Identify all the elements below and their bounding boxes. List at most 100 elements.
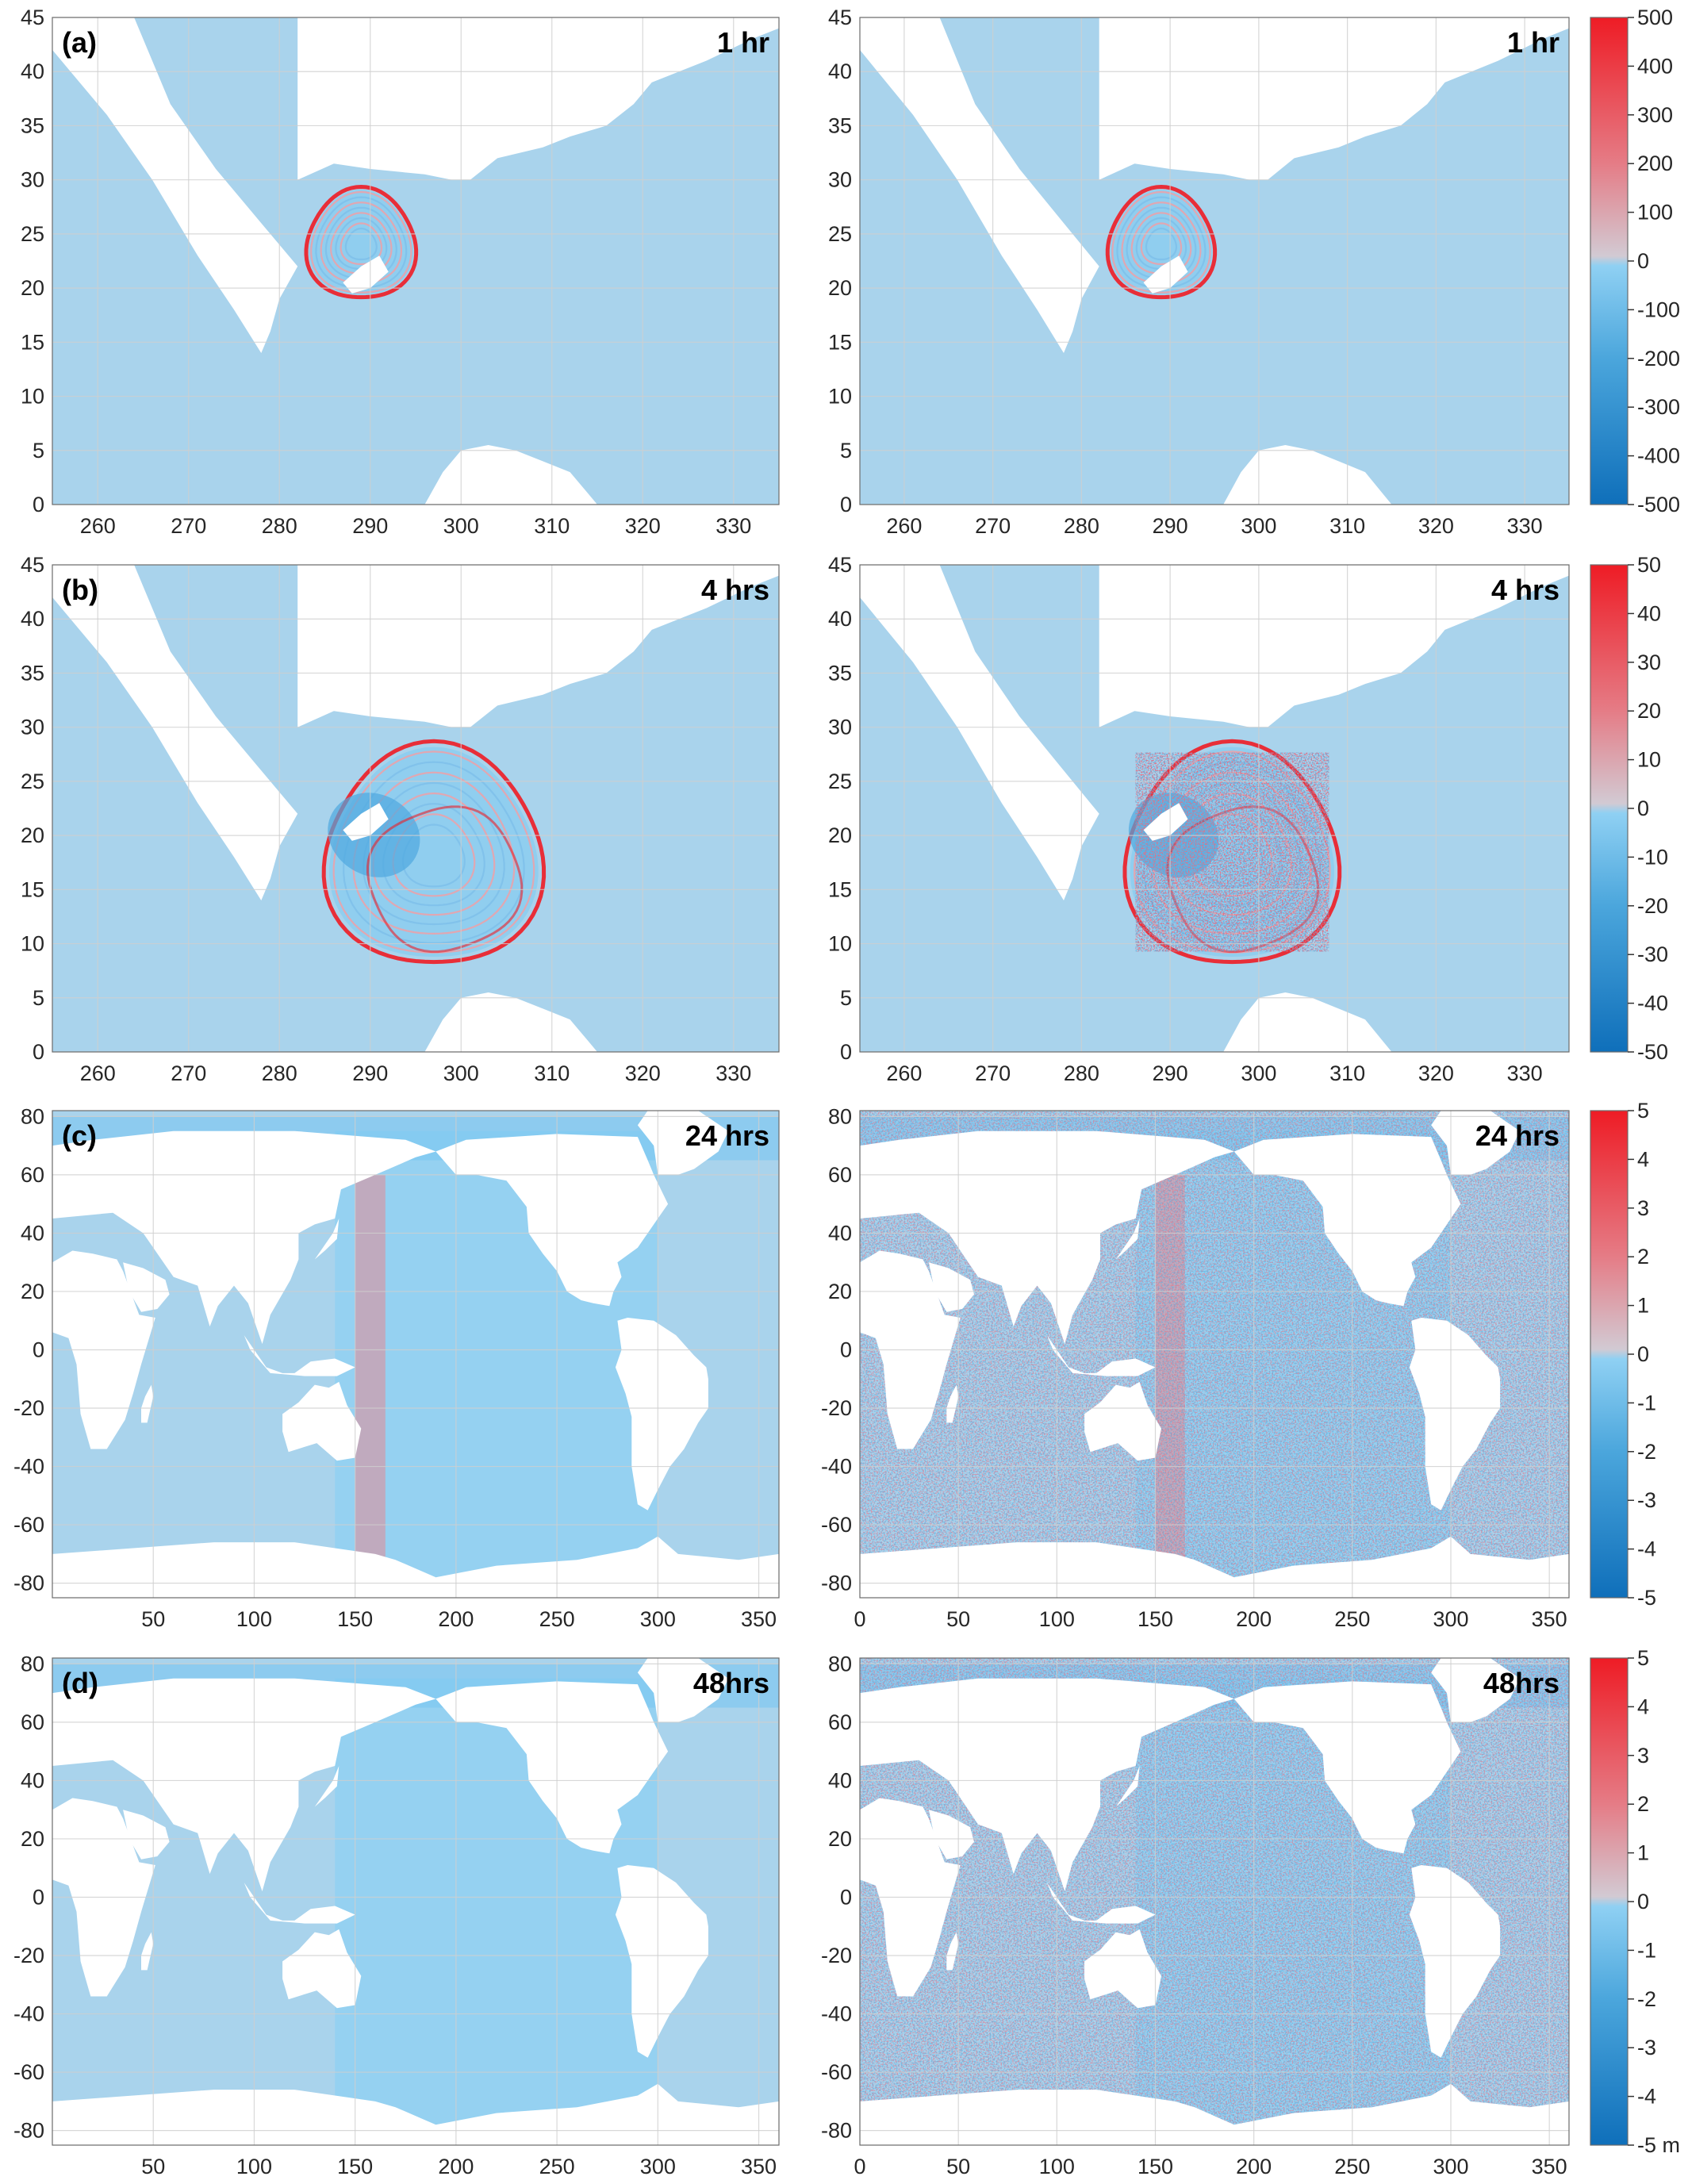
x-tick-label: 100 (236, 2155, 272, 2178)
x-tick-label: 280 (1064, 514, 1099, 538)
y-tick-label: 40 (21, 1221, 44, 1245)
x-tick-label: 270 (171, 1061, 206, 1085)
x-tick-label: 260 (886, 514, 922, 538)
y-tick-label: 25 (828, 770, 852, 793)
colorbar-tick-label: 400 (1637, 54, 1673, 78)
y-tick-label: 5 (840, 439, 852, 463)
y-tick-label: 15 (21, 877, 44, 901)
x-tick-label: 200 (438, 2155, 474, 2178)
y-tick-label: -80 (821, 1572, 852, 1595)
panel-label: (a) (62, 26, 97, 59)
colorbar-tick-label: 10 (1637, 748, 1661, 772)
colorbar-gradient (1590, 1657, 1629, 2146)
panel-1-1: 260 270 280 290 300 310 320 330 0 5 10 15 20 25 30 35 40… (21, 6, 780, 538)
colorbar-tick-label: -5 m (1637, 2133, 1680, 2157)
y-tick-label: 45 (828, 6, 852, 29)
y-tick-label: 80 (828, 1104, 852, 1128)
y-tick-label: 10 (21, 932, 44, 956)
colorbar-tick-label: 0 (1637, 249, 1649, 273)
colorbar-gradient (1590, 1110, 1629, 1599)
x-tick-label: 250 (1334, 1607, 1370, 1631)
x-tick-label: 300 (1433, 2155, 1468, 2178)
colorbar-tick-label: 2 (1637, 1792, 1649, 1816)
colorbar-tick-label: 4 (1637, 1695, 1649, 1718)
y-tick-label: 40 (828, 607, 852, 631)
grid (860, 1658, 1569, 2145)
axes-frame (52, 17, 780, 505)
y-tick-label: 20 (21, 1280, 44, 1303)
panel-3-1: 50 100 150 200 250 300 350 -80 -60 -40 -20 0 20 40 60 8… (13, 1104, 780, 1631)
x-tick-label: 300 (1433, 1607, 1468, 1631)
x-tick-label: 290 (1153, 514, 1188, 538)
y-tick-label: 0 (840, 493, 852, 516)
y-tick-label: 5 (33, 986, 44, 1010)
x-tick-label: 270 (975, 1061, 1011, 1085)
colorbars: 5004003002001000-100-200-300-400-5005040… (1590, 6, 1680, 2157)
x-tick-label: 320 (625, 1061, 661, 1085)
y-tick-label: 0 (33, 1885, 44, 1909)
y-tick-label: -60 (13, 1513, 44, 1537)
panel-4-1: 50 100 150 200 250 300 350 -80 -60 -40 -20 0 20 40 60 8… (13, 1652, 780, 2178)
y-tick-label: 35 (828, 661, 852, 685)
colorbar-tick-label: 500 (1637, 6, 1673, 29)
y-tick-label: 20 (21, 276, 44, 300)
time-label: 24 hrs (685, 1119, 769, 1152)
colorbar-tick-label: -40 (1637, 992, 1668, 1015)
colorbar-1: 500 400 300 200 100 0 -100 -200 -300 -400 -500 (1590, 6, 1680, 516)
grid (52, 1658, 779, 2145)
axes-frame (859, 1110, 1570, 1599)
y-tick-label: 60 (21, 1710, 44, 1734)
x-tick-label: 150 (337, 2155, 373, 2178)
land (52, 1111, 779, 1598)
colorbar-tick-label: 3 (1637, 1196, 1649, 1220)
y-tick-label: 5 (33, 439, 44, 463)
colorbar-tick-label: -400 (1637, 444, 1680, 468)
x-tick-label: 310 (1329, 1061, 1365, 1085)
time-label: 4 hrs (1491, 574, 1559, 606)
colorbar-tick-label: -50 (1637, 1040, 1668, 1064)
colorbar-tick-label: 20 (1637, 699, 1661, 723)
x-tick-label: 330 (1507, 514, 1543, 538)
colorbar-tick-label: 3 (1637, 1744, 1649, 1768)
colorbar-gradient (1590, 17, 1629, 505)
y-tick-label: 15 (828, 877, 852, 901)
time-label: 48hrs (693, 1667, 769, 1699)
x-tick-label: 290 (1153, 1061, 1188, 1085)
x-tick-label: 300 (640, 2155, 676, 2178)
x-tick-label: 0 (854, 2155, 865, 2178)
y-tick-label: 20 (828, 1280, 852, 1303)
colorbar-tick-label: -3 (1637, 2036, 1656, 2059)
y-tick-label: 80 (21, 1652, 44, 1675)
y-tick-label: 40 (21, 607, 44, 631)
x-tick-label: 300 (1241, 514, 1276, 538)
axes-frame (52, 1110, 780, 1599)
y-tick-label: 0 (840, 1338, 852, 1361)
wave-field (321, 739, 547, 965)
y-tick-label: 10 (828, 932, 852, 956)
y-tick-label: 20 (828, 1827, 852, 1851)
x-tick-label: 270 (975, 514, 1011, 538)
colorbar-tick-label: -4 (1637, 1537, 1656, 1561)
colorbar-tick-label: 5 (1637, 1646, 1649, 1670)
y-tick-label: 0 (33, 493, 44, 516)
panel-4-2: 0 50 100 150 200 250 300 350 -80 -60 -40 -20 0 20 40 60… (821, 1652, 1570, 2178)
y-tick-label: -20 (821, 1396, 852, 1420)
y-tick-label: -40 (13, 1455, 44, 1479)
y-tick-label: -40 (821, 1455, 852, 1479)
x-tick-label: 100 (1039, 1607, 1075, 1631)
time-label: 24 hrs (1475, 1119, 1559, 1152)
y-tick-label: 20 (21, 1827, 44, 1851)
y-tick-label: -40 (821, 2002, 852, 2026)
colorbar-gradient (1590, 564, 1629, 1053)
y-tick-label: 45 (828, 553, 852, 577)
y-tick-label: 15 (21, 330, 44, 354)
x-tick-label: 320 (1418, 1061, 1454, 1085)
x-tick-label: 300 (640, 1607, 676, 1631)
axes-frame (52, 564, 780, 1053)
grid (860, 1111, 1569, 1598)
x-tick-label: 300 (443, 514, 479, 538)
colorbar-tick-label: 200 (1637, 152, 1673, 175)
x-tick-label: 50 (946, 1607, 970, 1631)
y-tick-label: 10 (21, 385, 44, 409)
